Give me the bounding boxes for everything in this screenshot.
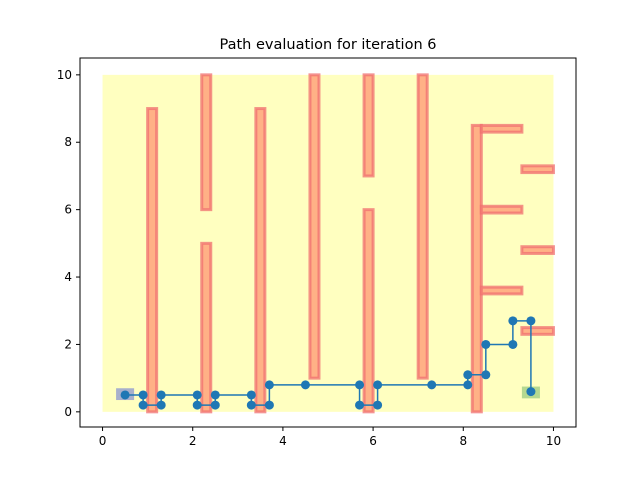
path-point-25 — [508, 316, 518, 326]
x-tick-label: 2 — [189, 434, 197, 448]
obstacle-11 — [520, 164, 555, 175]
path-point-11 — [246, 400, 256, 410]
obstacle-6 — [362, 73, 375, 178]
obstacle-1 — [146, 107, 159, 414]
path-point-4 — [156, 400, 166, 410]
path-point-7 — [192, 400, 202, 410]
path-point-6 — [192, 390, 202, 400]
path-point-14 — [300, 380, 310, 390]
x-tick-label: 4 — [279, 434, 287, 448]
path-point-3 — [138, 400, 148, 410]
obstacle-3 — [200, 241, 213, 414]
path-point-13 — [264, 380, 274, 390]
y-tick-label: 10 — [57, 68, 72, 82]
obstacle-5 — [308, 73, 321, 380]
path-point-24 — [508, 339, 518, 349]
obstacle-15 — [520, 326, 555, 336]
y-tick-label: 6 — [64, 203, 72, 217]
path-point-26 — [526, 316, 536, 326]
obstacle-9 — [470, 123, 483, 414]
y-tick-label: 0 — [64, 405, 72, 419]
path-point-16 — [355, 400, 365, 410]
x-tick-label: 6 — [369, 434, 377, 448]
x-tick-label: 8 — [459, 434, 467, 448]
obstacle-8 — [416, 73, 429, 380]
obstacle-13 — [520, 245, 555, 255]
path-point-10 — [246, 390, 256, 400]
y-tick-label: 8 — [64, 135, 72, 149]
obstacle-7 — [362, 208, 375, 414]
axes: 0 2 4 6 8 10 0 2 4 6 8 10 — [57, 57, 577, 448]
path-point-20 — [463, 380, 473, 390]
y-tick-label: 4 — [64, 270, 72, 284]
obstacle-14 — [479, 285, 524, 296]
path-point-1 — [120, 390, 130, 400]
path-point-15 — [355, 380, 365, 390]
x-tick-label: 0 — [99, 434, 107, 448]
path-point-21 — [463, 370, 473, 380]
obstacles — [146, 73, 555, 414]
obstacle-2 — [200, 73, 213, 212]
path-point-2 — [138, 390, 148, 400]
chart-title: Path evaluation for iteration 6 — [220, 37, 437, 53]
path-point-22 — [481, 370, 491, 380]
obstacle-10 — [479, 123, 524, 134]
x-tick-label: 10 — [546, 434, 561, 448]
path-point-18 — [373, 380, 383, 390]
path-point-9 — [210, 390, 220, 400]
path-point-27 — [526, 387, 536, 397]
axes-frame — [79, 57, 577, 428]
y-tick-label: 2 — [64, 337, 72, 351]
path-point-12 — [264, 400, 274, 410]
path-point-17 — [373, 400, 383, 410]
obstacle-4 — [254, 107, 267, 414]
path-point-5 — [156, 390, 166, 400]
path-point-19 — [427, 380, 437, 390]
path-point-8 — [210, 400, 220, 410]
path-series — [120, 316, 536, 410]
plot-area — [102, 73, 555, 414]
path-point-23 — [481, 339, 491, 349]
obstacle-12 — [479, 204, 524, 215]
